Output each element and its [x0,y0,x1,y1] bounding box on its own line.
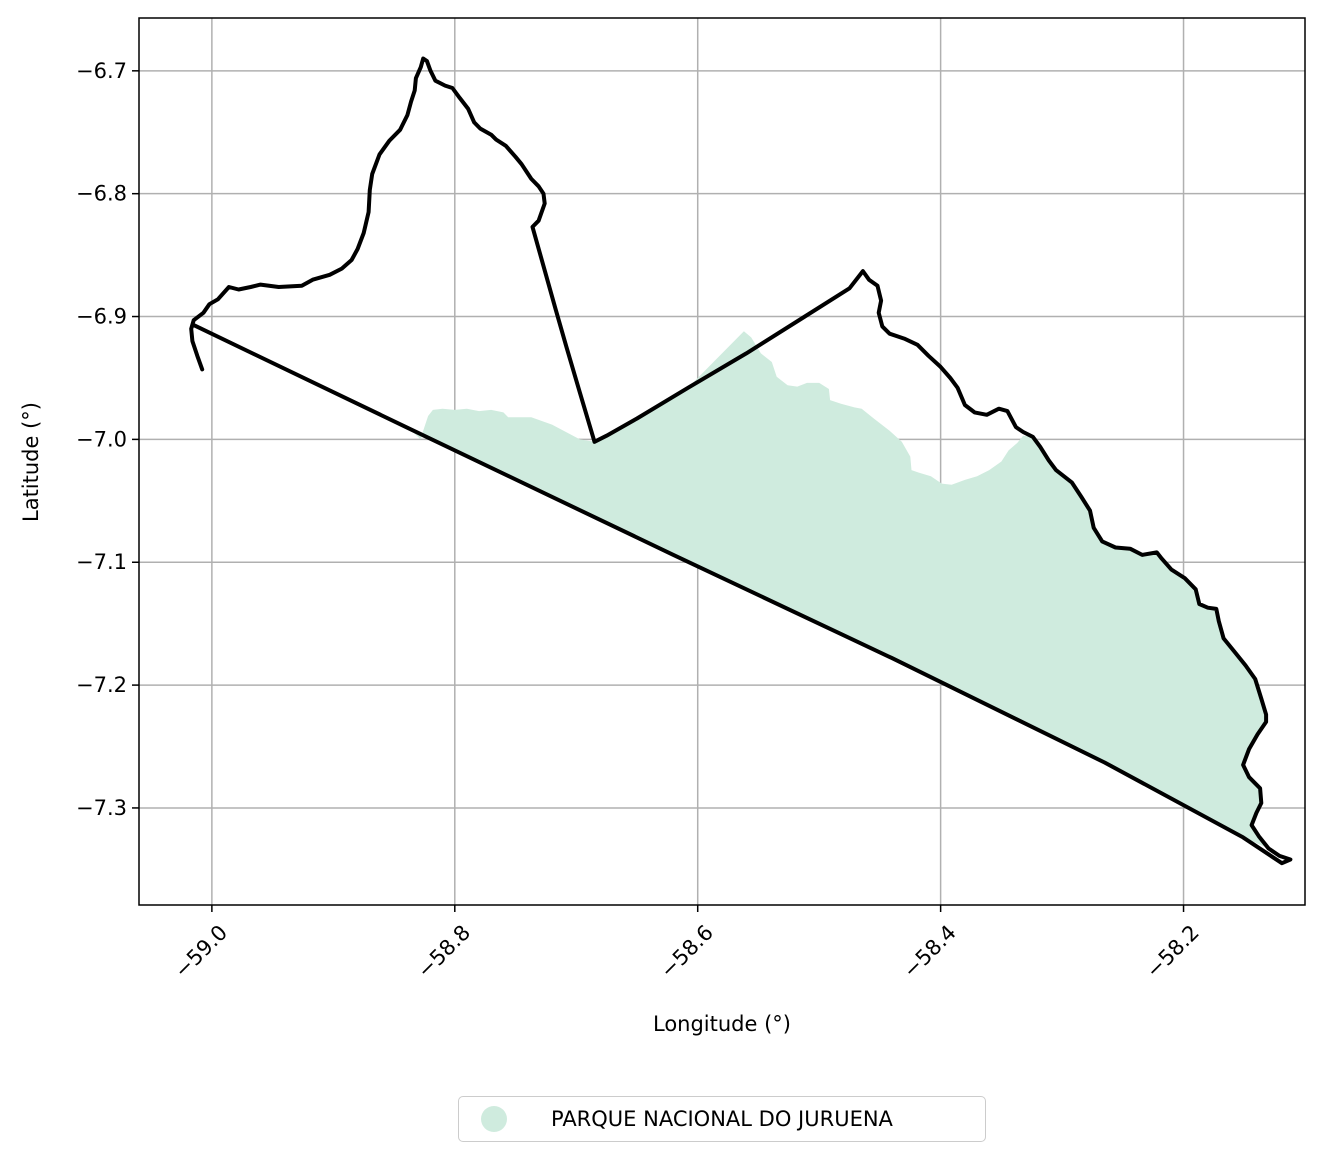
x-tick-label: −59.0 [170,920,232,982]
y-tick-label: −7.0 [76,427,127,451]
x-axis-title: Longitude (°) [653,1012,791,1036]
municipality-boundary-line [189,56,1293,866]
x-tick-label: −58.2 [1141,920,1203,982]
y-tick-label: −7.1 [76,550,127,574]
plot-frame [138,17,1306,906]
legend-marker [481,1106,507,1132]
y-tick-label: −6.7 [76,59,127,83]
y-axis-title: Latitude (°) [19,402,43,522]
x-tick-label: −58.4 [898,920,960,982]
protected-area-polygon[interactable] [408,331,1267,848]
legend-label: PARQUE NACIONAL DO JURUENA [551,1107,893,1131]
y-tick-label: −6.9 [76,305,127,329]
legend: PARQUE NACIONAL DO JURUENA [458,1096,986,1142]
y-axis-ticks: −6.7 −6.8 −6.9 −7.0 −7.1 −7.2 −7.3 [76,59,139,820]
x-tick-label: −58.8 [413,920,475,982]
x-tick-label: −58.6 [656,920,718,982]
x-axis-ticks: −59.0 −58.8 −58.6 −58.4 −58.2 [170,905,1204,983]
y-tick-label: −6.8 [76,182,127,206]
y-tick-label: −7.2 [76,673,127,697]
y-tick-label: −7.3 [76,796,127,820]
